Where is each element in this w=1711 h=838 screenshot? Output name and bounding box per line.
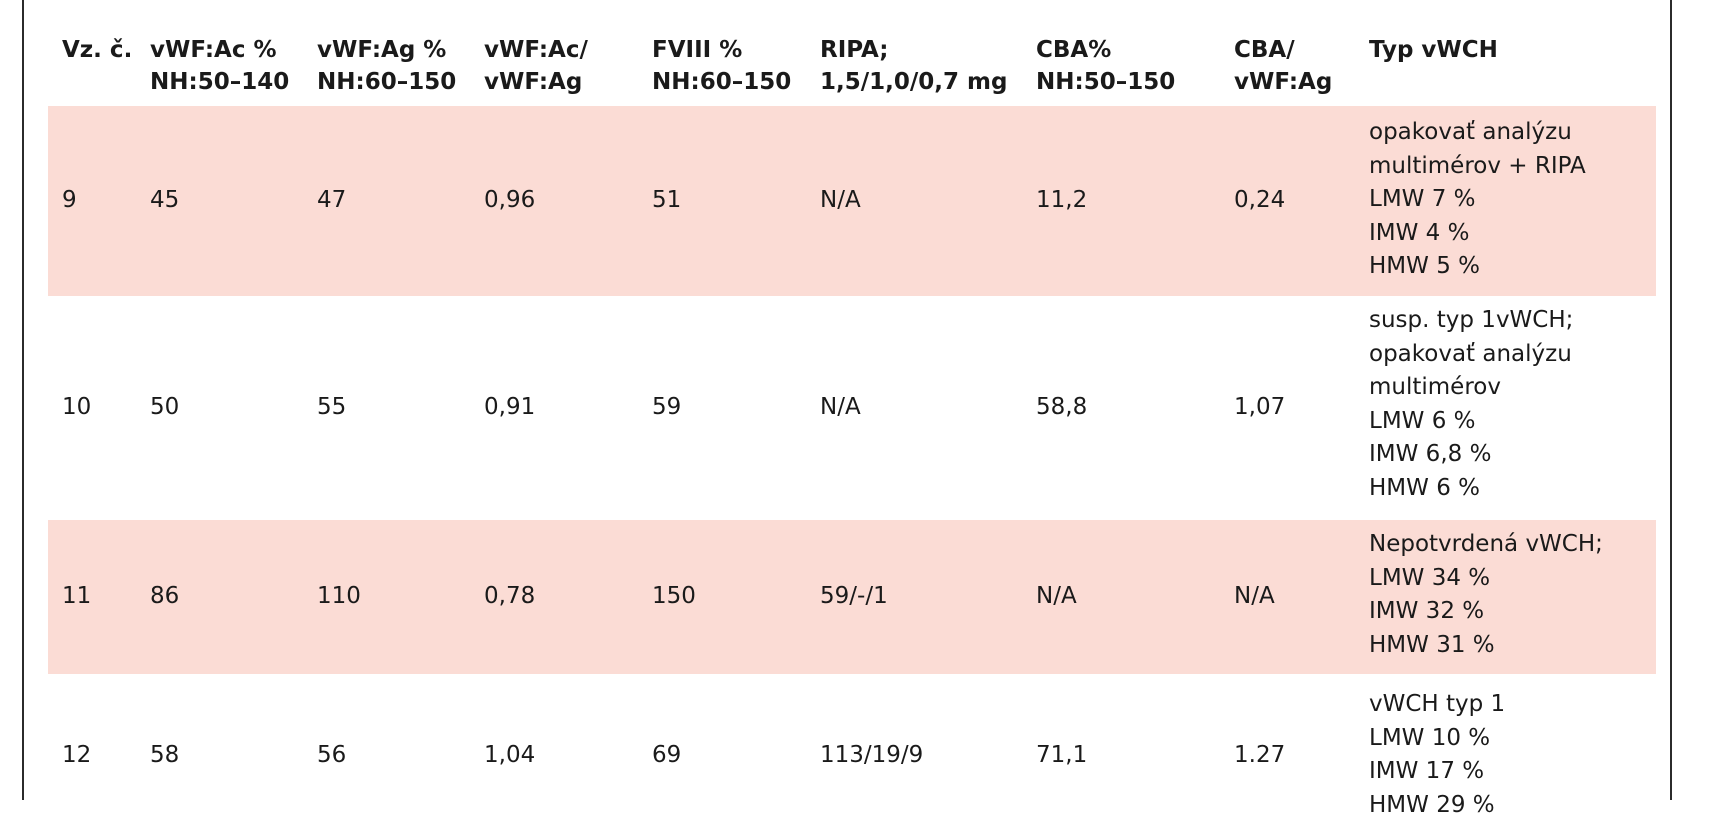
table-cell: 150 [638,520,806,674]
header-cell: vWF:Ac % NH:50–140 [150,37,290,95]
table-cell: 0,91 [484,394,536,421]
table-cell: 113/19/9 [820,742,924,769]
header-cell: vWF:Ac/vWF:Ag [484,37,588,95]
table-cell: 71,1 [1036,742,1088,769]
table-frame [22,0,1672,800]
header-cell: Typ vWCH [1369,37,1498,63]
header-cell: FVIII % NH:60–150 [652,37,792,95]
header-cell: RIPA; 1,5/1,0/0,7 mg [820,37,1008,95]
table-cell: 59 [652,394,682,421]
table-cell: 59/-/1 [806,520,1022,674]
table-cell: 58 [150,742,180,769]
table-cell: 50 [150,394,180,421]
table-row: 10 50 55 0,91 59 N/A 58,8 1,07 susp. typ… [48,296,1656,520]
table-cell: 0,78 [470,520,638,674]
table-row: 12 58 56 1,04 69 113/19/9 71,1 1.27 vWCH… [48,674,1656,838]
table-cell: 51 [638,106,806,296]
table-cell: 69 [652,742,682,769]
typ-cell: vWCH typ 1 LMW 10 % IMW 17 % HMW 29 % [1369,691,1506,818]
header-cell: CBA/vWF:Ag [1234,37,1333,95]
table-cell: 11 [48,520,136,674]
typ-cell: Nepotvrdená vWCH; LMW 34 % IMW 32 % HMW … [1355,520,1656,674]
typ-cell: opakovať analýzu multimérov + RIPA LMW 7… [1355,106,1656,296]
table-cell: 9 [48,106,136,296]
header-cell: CBA% NH:50–150 [1036,37,1176,95]
table-cell: 0,96 [470,106,638,296]
table-cell: 47 [303,106,470,296]
caption-remnant [290,0,338,6]
table-cell: 10 [62,394,92,421]
table-row: 11 86 110 0,78 150 59/-/1 N/A N/A Nepotv… [48,520,1656,674]
table-cell: 55 [317,394,347,421]
table-cell: 58,8 [1036,394,1088,421]
vwf-results-table: Vz. č. vWF:Ac % NH:50–140 vWF:Ag % NH:60–1… [48,34,1656,838]
table-cell: 12 [62,742,92,769]
table-cell: 45 [136,106,303,296]
table-row: 9 45 47 0,96 51 N/A 11,2 0,24 opakovať a… [48,106,1656,296]
table-cell: N/A [1022,520,1220,674]
header-cell: vWF:Ag % NH:60–150 [317,37,457,95]
table-cell: N/A [1220,520,1355,674]
table-cell: 1,04 [484,742,536,769]
table-cell: 56 [317,742,347,769]
table-cell: 1,07 [1234,394,1286,421]
table-cell: N/A [820,394,861,421]
header-row: Vz. č. vWF:Ac % NH:50–140 vWF:Ag % NH:60–1… [48,34,1656,106]
table-cell: 110 [303,520,470,674]
table-cell: 1.27 [1234,742,1286,769]
table-cell: 86 [136,520,303,674]
typ-cell: susp. typ 1vWCH; opakovať analýzu multim… [1369,307,1574,501]
header-cell: Vz. č. [62,37,133,63]
table-cell: 11,2 [1022,106,1220,296]
table-cell: 0,24 [1220,106,1355,296]
table-cell: N/A [806,106,1022,296]
